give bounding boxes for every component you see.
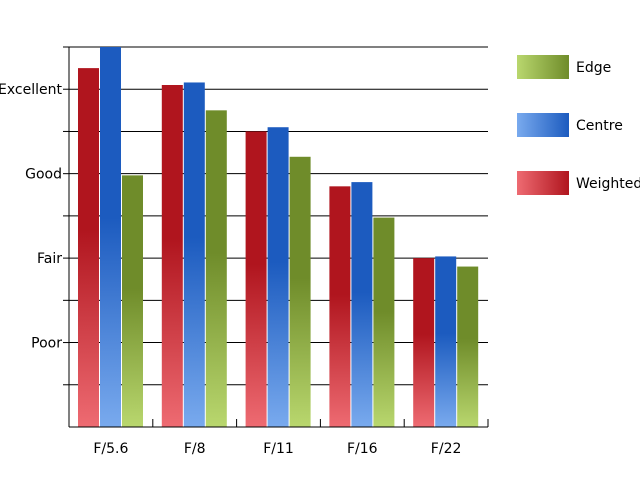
y-tick-label-poor: Poor [31,336,62,352]
y-tick-label-fair: Fair [37,251,62,267]
bar-weighted-f-5-6 [78,68,99,427]
y-tick-label-excellent: Excellent [0,82,63,98]
legend-label-centre: Centre [576,118,623,134]
bar-centre-f-8 [183,82,205,427]
axes [68,47,489,428]
legend-swatch-centre [517,113,569,137]
bar-edge-f-16 [373,217,395,427]
legend-swatch-edge [517,55,569,79]
legend-swatch-weighted [517,171,569,195]
x-tick-label-f-8: F/8 [184,441,206,457]
bars [78,47,479,427]
bar-weighted-f-8 [161,85,183,427]
y-tick-label-good: Good [25,167,62,183]
bar-centre-f-11 [267,127,289,427]
x-tick-label-f-5-6: F/5.6 [93,441,128,457]
legend-label-weighted: Weighted [576,176,640,192]
bar-edge-f-22 [457,266,479,427]
legend-label-edge: Edge [576,60,611,76]
x-tick-label-f-16: F/16 [347,441,378,457]
bar-weighted-f-11 [245,131,267,427]
x-tick-label-f-11: F/11 [263,441,294,457]
x-tick-label-f-22: F/22 [431,441,462,457]
bar-centre-f-16 [351,182,373,427]
bar-edge-f-11 [289,156,311,427]
bar-edge-f-5-6 [122,175,143,427]
y-tick-labels: Poor Fair Good Excellent [0,82,63,351]
bar-centre-f-5-6 [100,47,121,427]
x-tick-labels: F/5.6 F/8 F/11 F/16 F/22 [93,441,461,457]
bar-weighted-f-22 [413,258,435,427]
bar-weighted-f-16 [329,186,351,427]
bar-centre-f-22 [435,256,457,427]
legend: Edge Centre Weighted [517,55,640,195]
bar-edge-f-8 [205,110,227,427]
